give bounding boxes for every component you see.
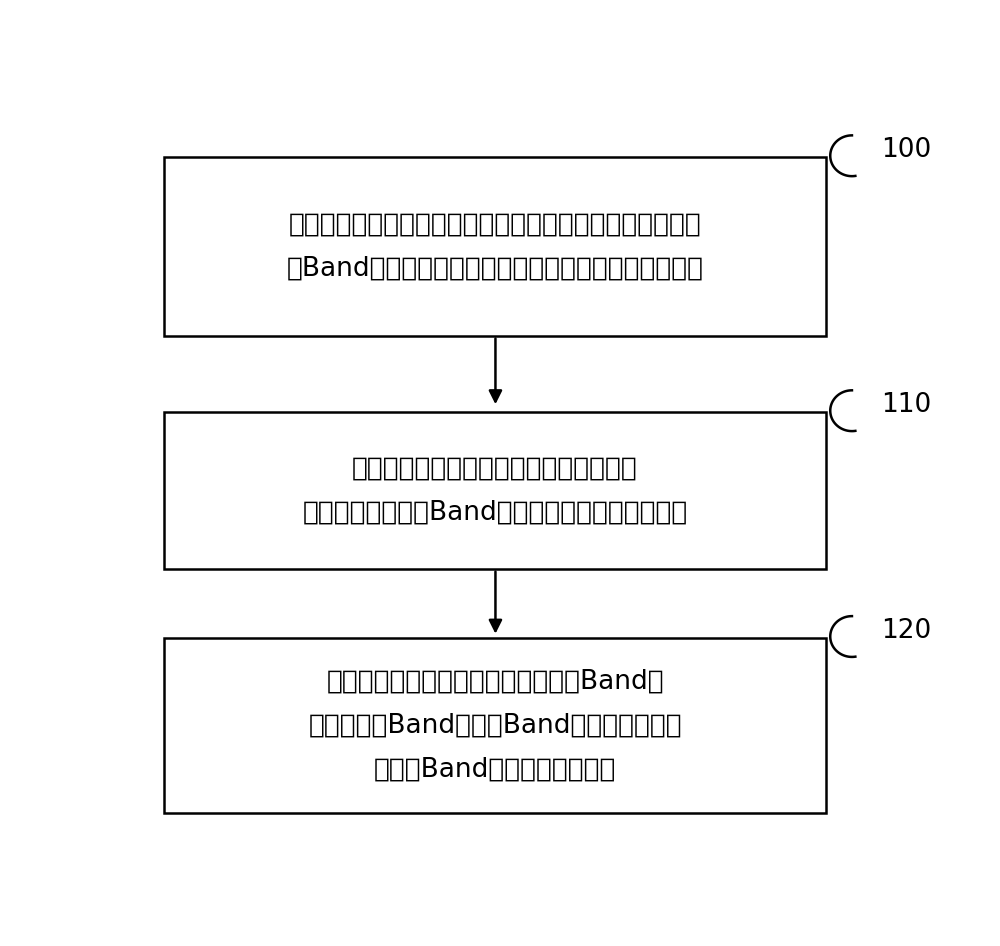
FancyBboxPatch shape (164, 157, 826, 336)
FancyBboxPatch shape (164, 638, 826, 813)
Text: 终端基于第一绝对频点号，计算物理频点
在自身支持的第二Band内所对应的第二绝对频点号: 终端基于第一绝对频点号，计算物理频点 在自身支持的第二Band内所对应的第二绝对… (302, 455, 688, 525)
Text: 120: 120 (881, 618, 931, 643)
FancyBboxPatch shape (164, 412, 826, 569)
Text: 终端接收到基站侧发送的网络资源重配置消息时，确定在第
一Band内当前使用的物理频点所对应的第一绝对频点号: 终端接收到基站侧发送的网络资源重配置消息时，确定在第 一Band内当前使用的物理… (287, 212, 704, 282)
Text: 终端基于第二绝对频点号切换至第二Band，
并根据第一Band和第二Band的通道特性差，
对第二Band进行通道发送补偿: 终端基于第二绝对频点号切换至第二Band， 并根据第一Band和第二Band的通… (308, 669, 682, 782)
Text: 100: 100 (881, 137, 931, 163)
Text: 110: 110 (881, 392, 931, 418)
